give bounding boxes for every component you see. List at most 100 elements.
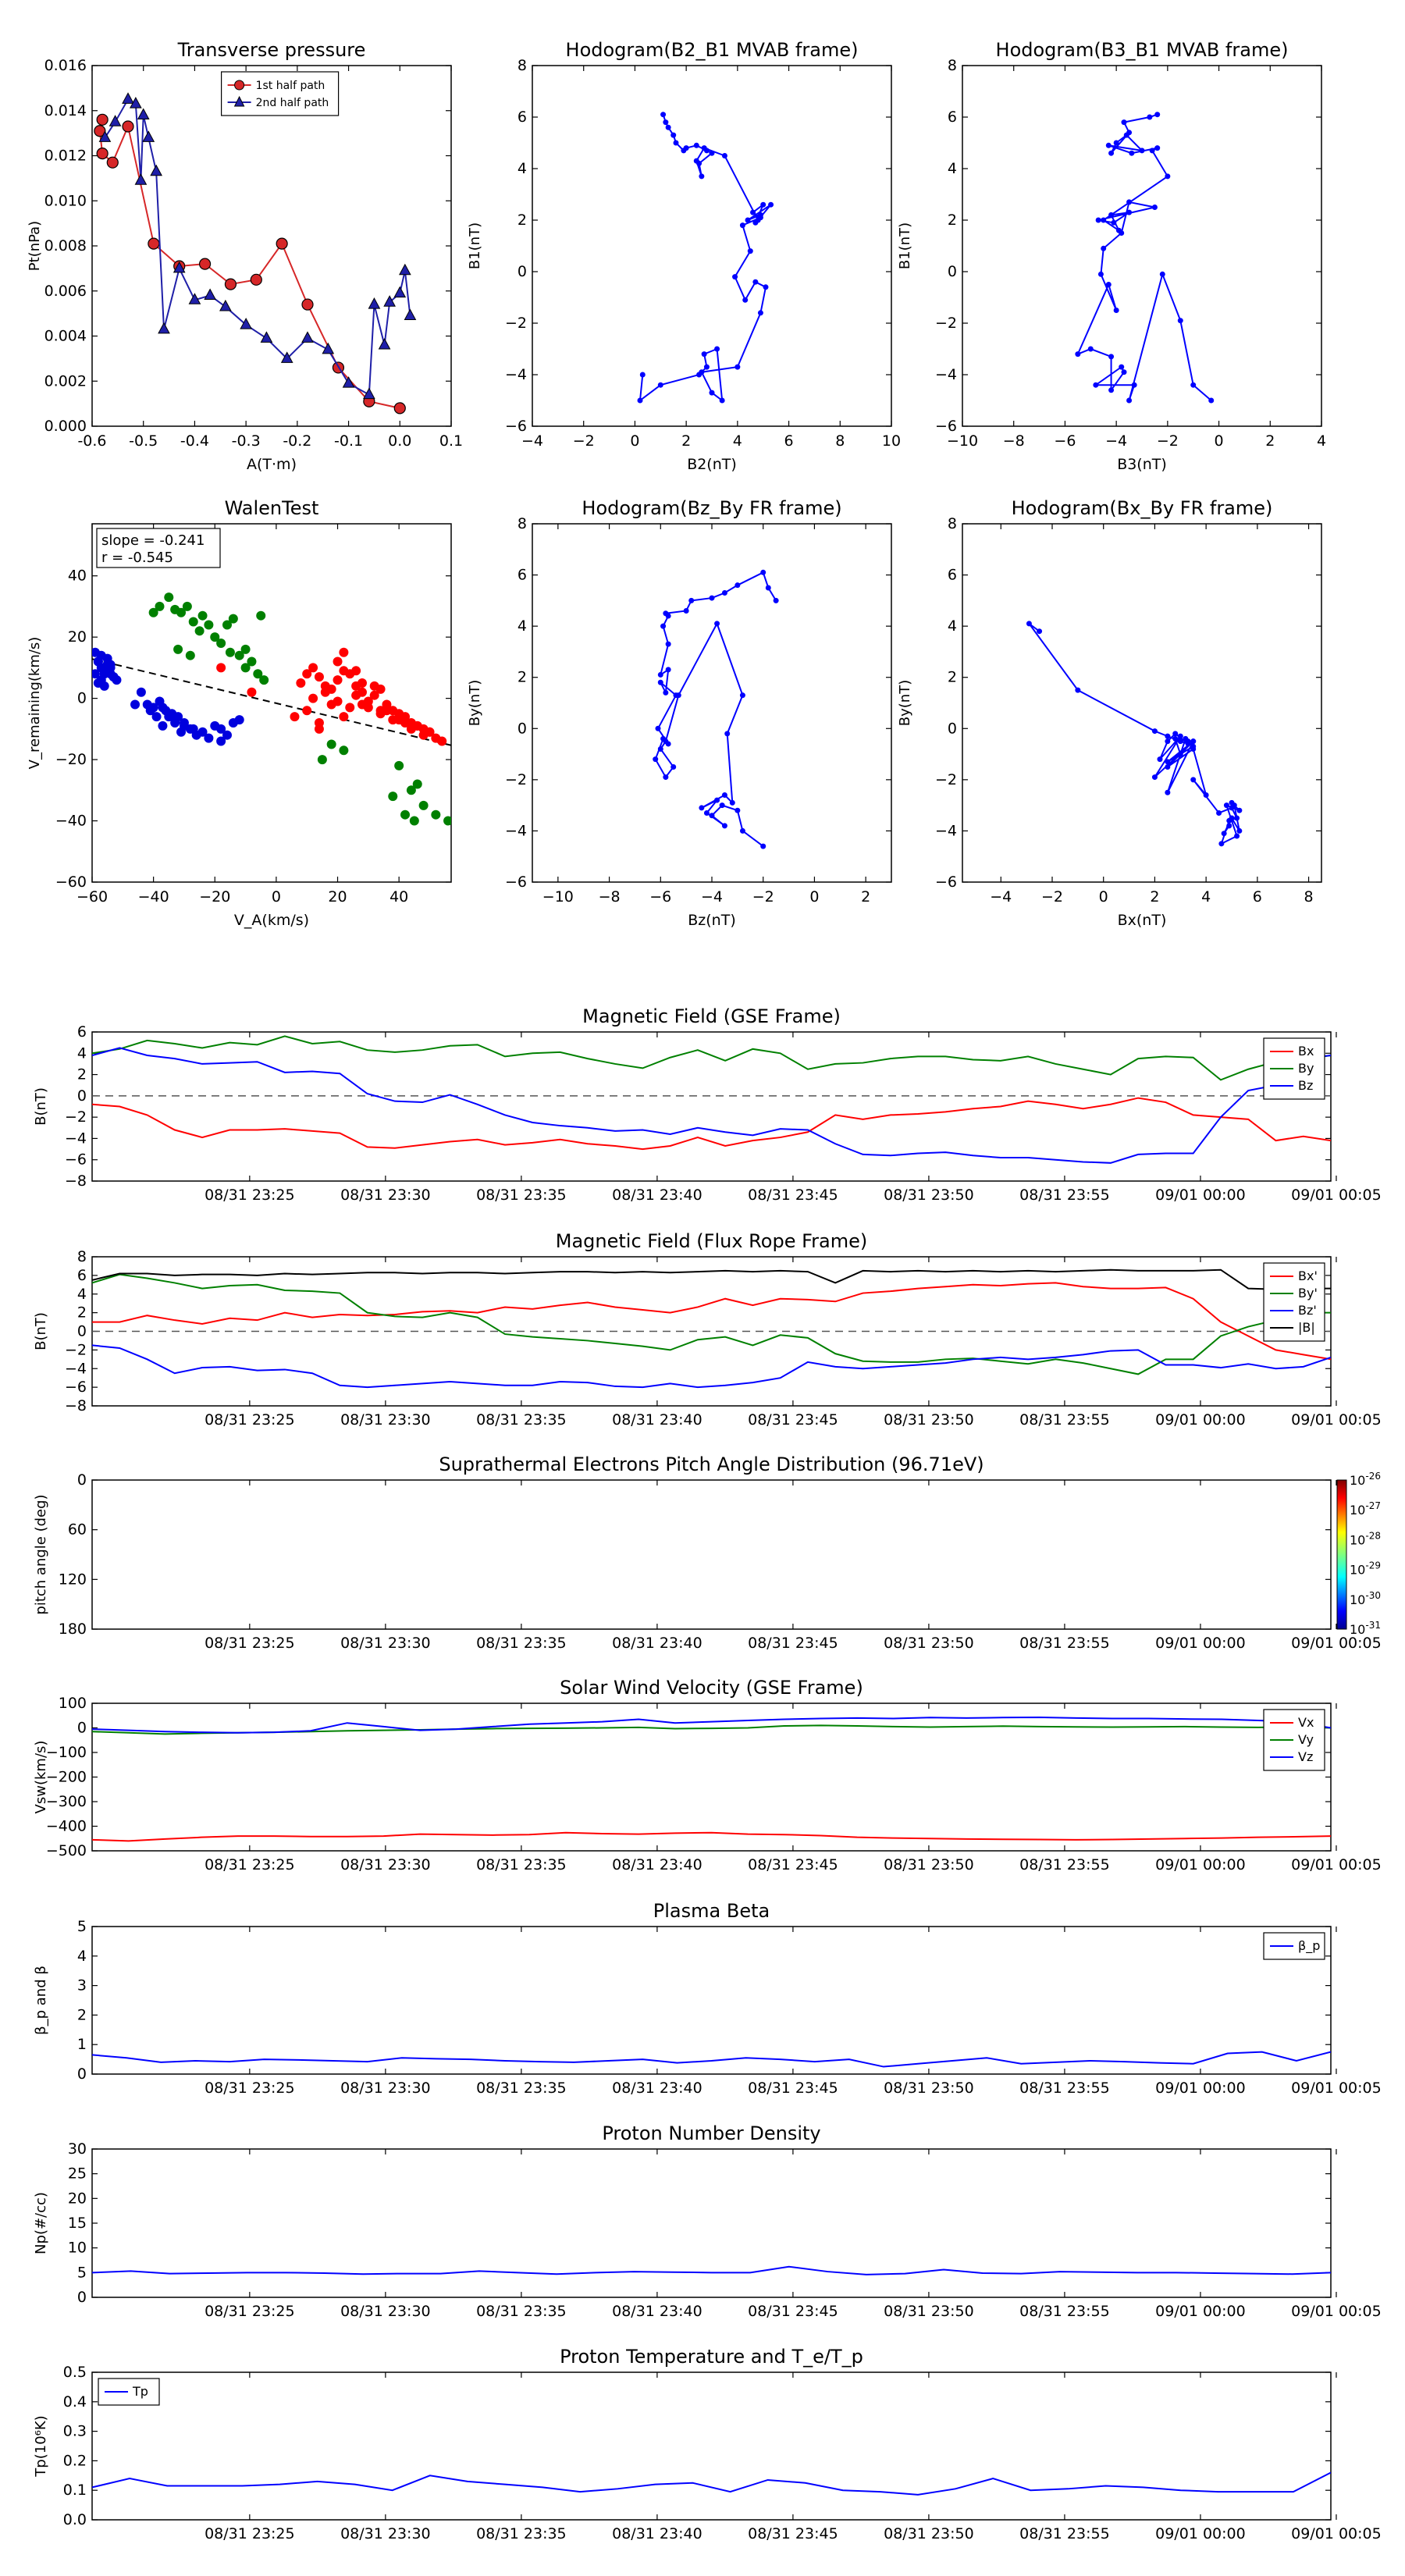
y-tick-label: 180 — [59, 1621, 87, 1638]
series-Tp — [92, 2471, 1331, 2496]
data-point — [134, 173, 148, 185]
x-tick-label: 09/01 00:00 — [1155, 1856, 1246, 1873]
data-point — [750, 209, 756, 215]
y-tick-label: 0.2 — [63, 2452, 87, 2469]
data-point — [657, 746, 663, 753]
data-point — [1139, 148, 1145, 154]
data-point — [1226, 823, 1232, 829]
x-tick-label: 08/31 23:40 — [612, 1856, 702, 1873]
data-point — [290, 712, 300, 722]
legend-label: Bx' — [1298, 1268, 1318, 1283]
data-point — [406, 718, 416, 728]
x-tick-label: 4 — [733, 432, 742, 450]
data-point — [663, 689, 669, 696]
data-point — [665, 124, 671, 130]
series-By — [92, 1035, 1331, 1081]
data-point — [663, 774, 669, 781]
data-point — [1097, 271, 1104, 277]
x-axis-label: B2(nT) — [687, 456, 737, 473]
x-tick-label: 08/31 23:25 — [205, 1856, 295, 1873]
x-tick-label: 08/31 23:50 — [884, 2080, 974, 2097]
data-point — [1165, 763, 1171, 770]
data-point — [655, 725, 661, 731]
series-__p — [92, 2051, 1331, 2068]
y-tick-label: −200 — [46, 1769, 87, 1786]
x-tick-label: 6 — [784, 432, 794, 450]
data-point — [681, 148, 687, 154]
x-tick-label: 08/31 23:50 — [884, 2525, 974, 2542]
plot-area — [92, 1716, 1331, 1842]
data-point — [735, 364, 741, 370]
data-point — [699, 369, 705, 375]
data-point — [1101, 217, 1107, 223]
data-point — [1190, 746, 1197, 753]
data-point — [703, 364, 710, 370]
y-tick-label: 4 — [948, 160, 957, 177]
data-point — [673, 692, 679, 699]
chart-title: Solar Wind Velocity (GSE Frame) — [560, 1677, 863, 1699]
y-tick-label: −20 — [55, 751, 87, 768]
data-point — [1126, 130, 1133, 136]
x-tick-label: 08/31 23:35 — [476, 1411, 567, 1429]
data-point — [660, 112, 667, 118]
plot-frame — [91, 1703, 1332, 1852]
data-point — [1147, 114, 1153, 120]
data-point — [709, 595, 715, 601]
x-tick-label: 08/31 23:30 — [340, 1856, 431, 1873]
data-point — [1190, 738, 1197, 745]
y-tick-label: 0.016 — [44, 57, 87, 74]
y-tick-label: −2 — [935, 771, 957, 788]
x-tick-label: 08/31 23:45 — [748, 2303, 838, 2320]
data-point — [400, 809, 411, 820]
x-tick-label: 08/31 23:45 — [748, 1635, 838, 1652]
chart-title: Plasma Beta — [653, 1900, 770, 1922]
series-line — [92, 2471, 1331, 2496]
data-point — [1129, 150, 1135, 156]
plot-area — [653, 569, 779, 849]
data-point — [225, 647, 235, 657]
legend-label: |B| — [1298, 1320, 1315, 1335]
y-tick-label: −2 — [65, 1341, 87, 1358]
x-tick-label: -0.5 — [129, 432, 158, 450]
series-line — [92, 2265, 1331, 2275]
data-point — [1223, 802, 1229, 809]
data-point — [188, 617, 198, 627]
series-line — [98, 119, 400, 409]
data-point — [431, 809, 441, 820]
data-point — [173, 644, 183, 654]
data-point — [108, 115, 122, 126]
data-point — [314, 724, 324, 734]
data-point — [703, 809, 710, 816]
chart-title: Hodogram(Bz_By FR frame) — [582, 497, 841, 519]
x-tick-label: −4 — [521, 432, 543, 450]
data-point — [719, 397, 725, 404]
data-point — [219, 299, 232, 311]
data-point — [412, 779, 422, 789]
series-Bz_ — [92, 1344, 1331, 1389]
series-s2 — [216, 647, 447, 746]
y-tick-label: 20 — [68, 628, 87, 646]
y-tick-label: 5 — [77, 2264, 87, 2281]
data-point — [122, 120, 134, 133]
x-tick-label: 08/31 23:50 — [884, 1411, 974, 1429]
data-point — [302, 706, 312, 716]
data-point — [739, 692, 745, 699]
legend-label: Vy — [1298, 1732, 1314, 1747]
x-tick-label: 08/31 23:30 — [340, 1411, 431, 1429]
y-tick-label: 0 — [948, 720, 957, 737]
data-point — [768, 201, 774, 208]
series-s1 — [148, 592, 451, 826]
chart-title: Hodogram(B2_B1 MVAB frame) — [566, 39, 859, 61]
x-tick-label: 08/31 23:45 — [748, 1411, 838, 1429]
x-tick-label: 0 — [272, 888, 281, 906]
series-_B_ — [92, 1268, 1331, 1290]
data-point — [314, 672, 324, 682]
series-2nd_half_path — [98, 92, 417, 400]
x-tick-label: 08/31 23:40 — [612, 1411, 702, 1429]
x-tick-label: 08/31 23:35 — [476, 2080, 567, 2097]
data-point — [1126, 209, 1133, 215]
y-tick-label: 0.0 — [63, 2511, 87, 2528]
y-axis-label: B(nT) — [33, 1087, 49, 1126]
data-point — [164, 712, 174, 722]
series-s0 — [1075, 112, 1215, 404]
